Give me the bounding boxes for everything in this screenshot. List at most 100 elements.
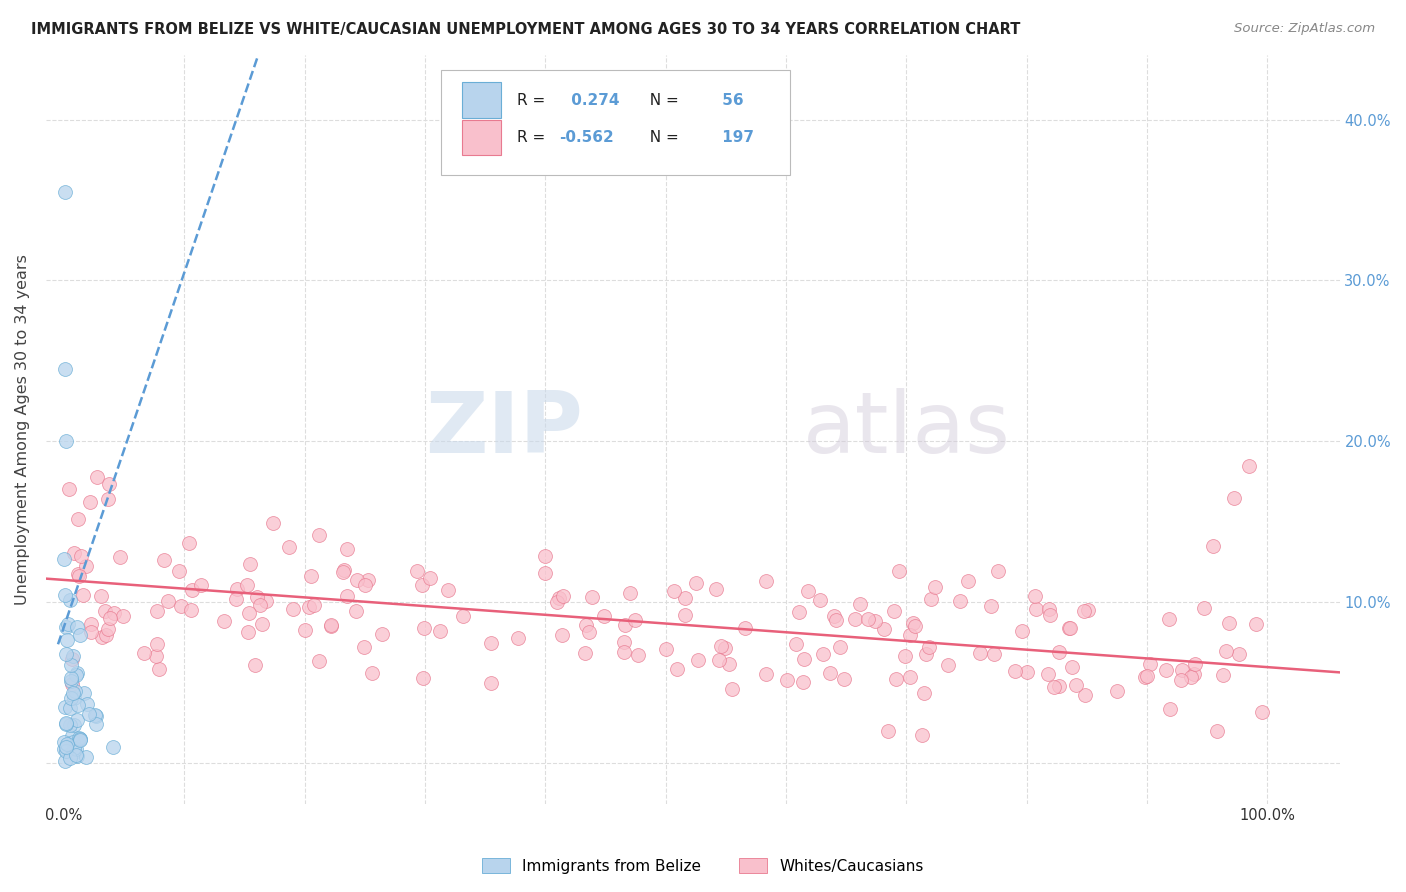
Text: atlas: atlas bbox=[803, 388, 1011, 471]
Point bbox=[69, 628, 91, 642]
Point bbox=[412, 671, 434, 685]
Point bbox=[686, 653, 709, 667]
Point bbox=[281, 601, 304, 615]
Point bbox=[912, 686, 935, 700]
Point bbox=[898, 628, 921, 642]
Point bbox=[90, 589, 112, 603]
Point bbox=[785, 637, 807, 651]
Point bbox=[1136, 669, 1159, 683]
Point bbox=[613, 645, 636, 659]
Point bbox=[263, 516, 285, 530]
Point bbox=[920, 591, 942, 606]
Point bbox=[371, 626, 394, 640]
Point bbox=[167, 564, 190, 578]
Point bbox=[533, 566, 555, 580]
Point bbox=[111, 609, 134, 624]
Point bbox=[1244, 617, 1267, 632]
Point bbox=[957, 574, 980, 588]
Point bbox=[546, 595, 568, 609]
Point bbox=[254, 594, 277, 608]
Point bbox=[1159, 701, 1181, 715]
Point bbox=[69, 733, 91, 747]
Point bbox=[304, 598, 326, 612]
Point bbox=[103, 739, 125, 754]
Point bbox=[911, 728, 934, 742]
Point bbox=[1025, 601, 1047, 615]
Point bbox=[354, 578, 377, 592]
Point bbox=[856, 612, 879, 626]
Point bbox=[148, 662, 170, 676]
Point bbox=[55, 739, 77, 754]
Point bbox=[936, 658, 959, 673]
Point bbox=[69, 731, 91, 746]
Point bbox=[53, 735, 76, 749]
Point bbox=[65, 620, 87, 634]
Point bbox=[239, 557, 262, 571]
Point bbox=[534, 549, 557, 564]
Point bbox=[1180, 670, 1202, 684]
Point bbox=[1227, 647, 1250, 661]
Point bbox=[53, 552, 76, 566]
Point bbox=[673, 591, 696, 605]
Point bbox=[613, 635, 636, 649]
Point bbox=[755, 667, 778, 681]
Text: R =: R = bbox=[517, 93, 550, 108]
Point bbox=[59, 657, 82, 672]
Text: -0.562: -0.562 bbox=[560, 130, 614, 145]
Point bbox=[79, 707, 101, 722]
Point bbox=[56, 617, 79, 632]
Point bbox=[294, 624, 316, 638]
Point bbox=[987, 564, 1010, 578]
Point bbox=[575, 618, 598, 632]
Point bbox=[581, 590, 603, 604]
Text: Source: ZipAtlas.com: Source: ZipAtlas.com bbox=[1234, 22, 1375, 36]
Point bbox=[59, 592, 82, 607]
Point bbox=[419, 571, 441, 585]
Point bbox=[578, 624, 600, 639]
Point bbox=[67, 569, 90, 583]
Point bbox=[69, 731, 91, 746]
Point bbox=[655, 642, 678, 657]
Point bbox=[58, 483, 80, 497]
Point bbox=[59, 673, 82, 688]
Point bbox=[278, 540, 301, 554]
Point bbox=[63, 745, 86, 759]
Point bbox=[60, 729, 83, 743]
Point bbox=[60, 690, 83, 705]
Point bbox=[308, 528, 330, 542]
Point bbox=[56, 632, 79, 647]
Point bbox=[626, 648, 648, 662]
Point bbox=[405, 564, 427, 578]
Point bbox=[412, 620, 434, 634]
Point bbox=[66, 665, 89, 680]
Point bbox=[1047, 679, 1070, 693]
Point bbox=[714, 640, 737, 655]
Point bbox=[70, 549, 93, 563]
Point bbox=[1024, 589, 1046, 603]
Legend: Immigrants from Belize, Whites/Caucasians: Immigrants from Belize, Whites/Caucasian… bbox=[477, 852, 929, 880]
Point bbox=[1239, 458, 1261, 473]
Point bbox=[1205, 723, 1227, 738]
Point bbox=[675, 607, 697, 622]
Point bbox=[226, 582, 249, 596]
Point bbox=[153, 552, 176, 566]
Point bbox=[411, 578, 433, 592]
Point bbox=[1192, 601, 1215, 615]
Point bbox=[65, 742, 87, 756]
Point bbox=[86, 470, 108, 484]
Point bbox=[146, 604, 169, 618]
Point bbox=[1222, 491, 1244, 505]
Point bbox=[479, 635, 502, 649]
Point bbox=[553, 590, 575, 604]
Point bbox=[361, 665, 384, 680]
Point bbox=[344, 604, 367, 618]
Point bbox=[53, 742, 76, 756]
Point bbox=[236, 578, 259, 592]
Point bbox=[65, 667, 87, 681]
Point bbox=[243, 658, 266, 673]
Point bbox=[353, 640, 375, 654]
Point bbox=[1036, 666, 1059, 681]
Point bbox=[177, 536, 200, 550]
Point bbox=[901, 616, 924, 631]
Point bbox=[63, 546, 86, 560]
